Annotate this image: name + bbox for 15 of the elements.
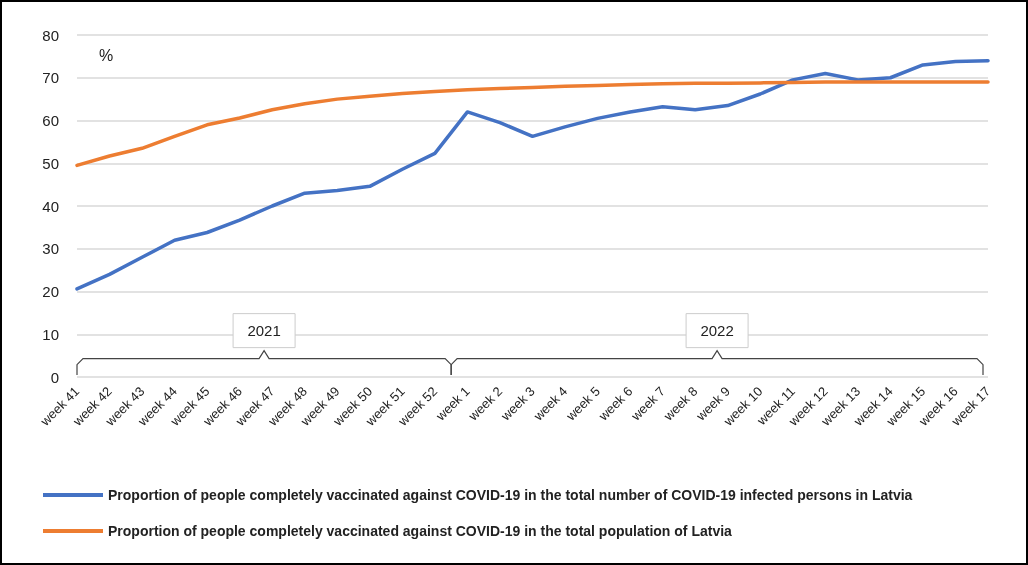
y-tick-label: 20 (42, 283, 59, 300)
legend-label: Proportion of people completely vaccinated against COVID-19 in the total number of COVID-19 infected persons in Latvia (108, 487, 913, 503)
y-tick-label: 50 (42, 154, 59, 172)
annotation: 2022 (700, 322, 734, 340)
line-series (75, 80, 990, 168)
y-tick-label: 60 (42, 112, 59, 129)
y-tick-label: 10 (42, 325, 59, 343)
y-tick-label: 80 (42, 26, 59, 44)
y-axis-title: % (99, 46, 114, 64)
y-tick-label: 70 (42, 69, 59, 87)
annotation: 2021 (247, 322, 281, 340)
y-tick-label: 40 (42, 197, 59, 215)
y-tick-label: 30 (42, 240, 59, 258)
legend-label: Proportion of people completely vaccinated against COVID-19 in the total population of Latvia (108, 523, 733, 539)
y-tick-label: 0 (50, 368, 59, 386)
